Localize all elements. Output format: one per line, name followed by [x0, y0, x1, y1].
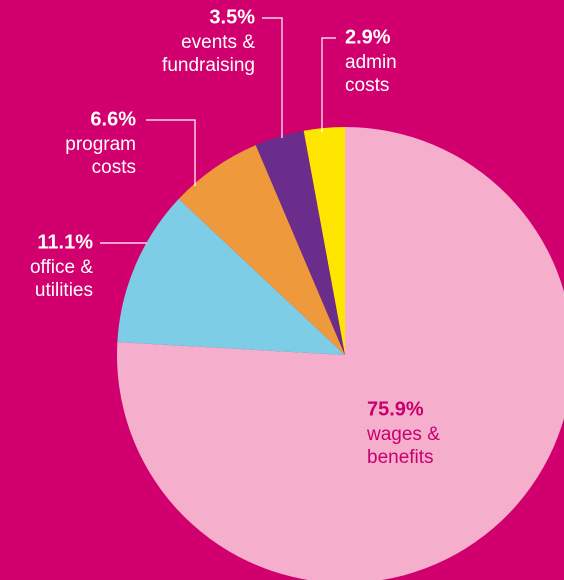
category-label: fundraising — [162, 55, 255, 76]
leader-line — [321, 37, 336, 132]
category-label: admin — [345, 52, 397, 73]
pie-slice — [116, 127, 564, 580]
value-label: 2.9% — [345, 26, 391, 48]
category-label: office & — [30, 257, 93, 278]
value-label: 75.9% — [367, 398, 424, 420]
category-label: utilities — [35, 280, 93, 301]
pie-slice — [303, 127, 345, 355]
category-label: costs — [92, 157, 136, 178]
category-label: wages & — [366, 424, 440, 445]
category-label: program — [65, 134, 136, 155]
pie-slice — [117, 198, 346, 355]
value-label: 11.1% — [37, 231, 93, 253]
leader-line — [146, 119, 196, 186]
category-label: costs — [345, 75, 389, 96]
value-label: 6.6% — [90, 108, 136, 130]
category-label: benefits — [367, 447, 434, 468]
pie-slice — [255, 130, 345, 355]
value-label: 3.5% — [209, 6, 255, 28]
leader-line — [262, 17, 283, 138]
pie-slice — [178, 145, 345, 355]
category-label: events & — [181, 32, 255, 53]
